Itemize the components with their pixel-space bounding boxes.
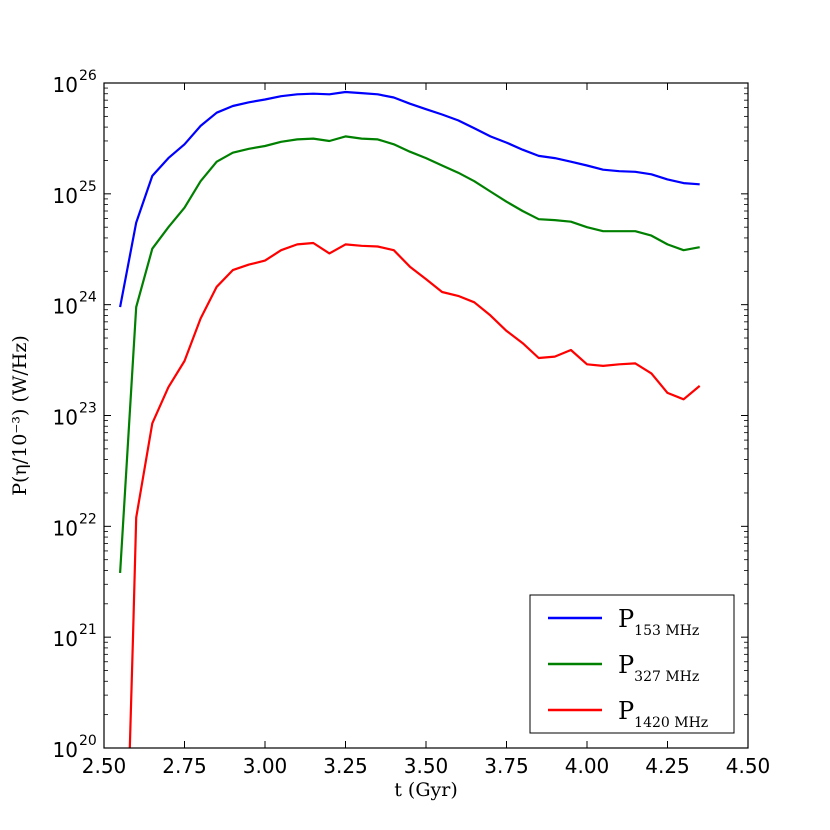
x-tick-label: 2.50	[82, 754, 127, 778]
x-tick-label: 2.75	[162, 754, 207, 778]
y-tick-exponent: 24	[79, 290, 97, 306]
legend-label-sub: 1420 MHz	[634, 715, 708, 731]
y-tick-exponent: 21	[79, 622, 97, 638]
series-line-2	[119, 135, 700, 573]
y-tick-label: 10	[53, 184, 78, 208]
y-axis-title: P(η/10⁻³) (W/Hz)	[9, 335, 31, 496]
x-tick-label: 3.00	[243, 754, 288, 778]
x-tick-label: 3.25	[323, 754, 368, 778]
y-tick-exponent: 25	[79, 179, 97, 195]
series-line-1	[119, 90, 700, 308]
legend-label-sub: 153 MHz	[634, 623, 699, 639]
y-tick-label: 10	[53, 516, 78, 540]
y-tick-label: 10	[53, 627, 78, 651]
legend-label-sub: 327 MHz	[634, 669, 699, 685]
y-tick-exponent: 26	[79, 68, 97, 84]
y-tick-exponent: 23	[79, 401, 97, 417]
y-tick-exponent: 20	[79, 733, 97, 749]
y-tick-label: 10	[53, 738, 78, 762]
y-tick-label: 10	[53, 406, 78, 430]
x-tick-label: 3.75	[484, 754, 529, 778]
x-tick-label: 4.25	[645, 754, 690, 778]
y-tick-label: 10	[53, 73, 78, 97]
x-tick-label: 4.50	[726, 754, 771, 778]
series-layer	[119, 90, 701, 748]
y-tick-label: 10	[53, 295, 78, 319]
x-axis-title: t (Gyr)	[394, 779, 458, 801]
x-tick-label: 4.00	[565, 754, 610, 778]
series-line-3	[128, 241, 701, 748]
y-tick-exponent: 22	[79, 511, 97, 527]
x-tick-label: 3.50	[404, 754, 449, 778]
